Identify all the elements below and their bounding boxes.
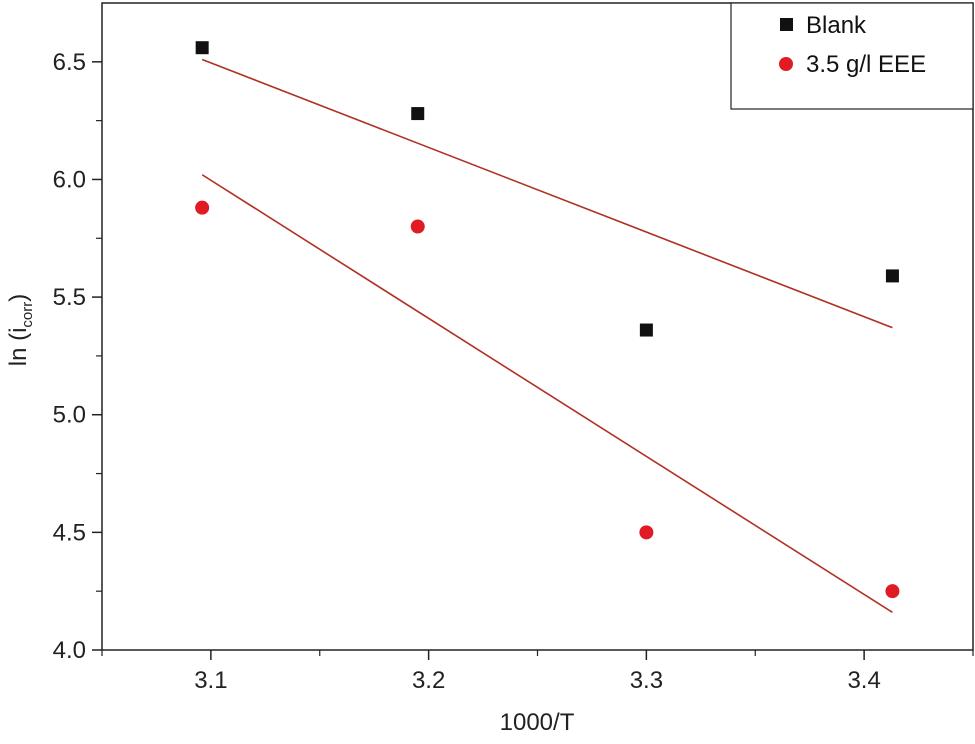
legend-marker-eee	[779, 57, 793, 71]
axis-ticks: 3.1 3.2 3.3 3.4 4.0 4.5 5.0 5.5 6.0 6.5	[53, 49, 974, 694]
y-tick-label-5: 6.5	[53, 49, 86, 76]
point-series-1-3	[885, 584, 900, 599]
legend-label-eee: 3.5 g/l EEE	[806, 51, 926, 78]
point-series-1-2	[639, 525, 654, 540]
point-series-0-2	[639, 323, 653, 337]
y-tick-label-0: 4.0	[53, 637, 86, 664]
point-series-0-3	[885, 269, 899, 283]
point-series-0-0	[195, 41, 209, 55]
legend-box	[730, 2, 974, 110]
fit-line-series-1	[201, 174, 893, 614]
point-series-0-1	[411, 107, 425, 121]
y-tick-label-4: 6.0	[53, 166, 86, 193]
point-series-1-0	[195, 200, 210, 215]
fit-lines	[201, 58, 893, 614]
fit-line-series-0	[201, 58, 893, 329]
y-axis-title: ln (icorr)	[5, 294, 36, 367]
data-points	[195, 41, 900, 599]
x-tick-label-3: 3.4	[847, 667, 880, 694]
x-tick-label-1: 3.2	[412, 667, 445, 694]
x-tick-label-2: 3.3	[630, 667, 663, 694]
x-axis-title: 1000/T	[500, 709, 575, 736]
y-tick-label-2: 5.0	[53, 402, 86, 429]
y-tick-label-1: 4.5	[53, 519, 86, 546]
y-tick-label-3: 5.5	[53, 284, 86, 311]
legend: Blank 3.5 g/l EEE	[730, 2, 974, 110]
legend-marker-blank	[780, 18, 793, 31]
point-series-1-1	[410, 219, 425, 234]
legend-label-blank: Blank	[806, 12, 867, 39]
x-tick-label-0: 3.1	[194, 667, 227, 694]
